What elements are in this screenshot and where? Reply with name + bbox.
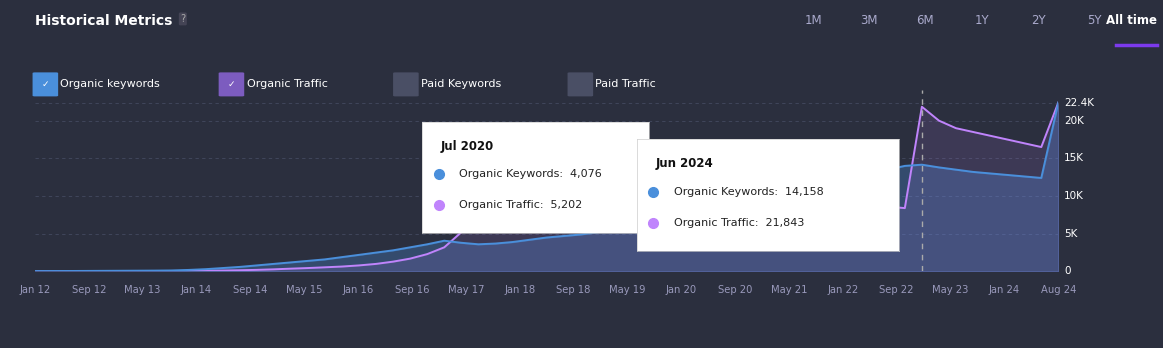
Text: 0: 0 <box>1064 267 1071 276</box>
Text: Aug 24: Aug 24 <box>1041 285 1076 295</box>
Text: Jan 20: Jan 20 <box>665 285 697 295</box>
Text: Jan 16: Jan 16 <box>342 285 373 295</box>
Text: Jan 14: Jan 14 <box>181 285 212 295</box>
Text: Jan 18: Jan 18 <box>504 285 535 295</box>
Text: Organic Traffic: Organic Traffic <box>247 79 328 88</box>
Text: Sep 18: Sep 18 <box>556 285 591 295</box>
Text: Jan 24: Jan 24 <box>989 285 1020 295</box>
Text: Paid Traffic: Paid Traffic <box>595 79 656 88</box>
Text: May 15: May 15 <box>286 285 322 295</box>
Text: Jan 22: Jan 22 <box>827 285 858 295</box>
Text: Jan 12: Jan 12 <box>20 285 50 295</box>
Text: Organic Traffic:  21,843: Organic Traffic: 21,843 <box>675 218 805 228</box>
Text: Organic Keywords:  14,158: Organic Keywords: 14,158 <box>675 187 823 197</box>
Text: ✓: ✓ <box>42 80 49 89</box>
Text: 1Y: 1Y <box>975 14 990 27</box>
Text: 5K: 5K <box>1064 229 1078 239</box>
Text: ?: ? <box>180 14 185 24</box>
Text: 6M: 6M <box>916 14 934 27</box>
Text: 1M: 1M <box>805 14 822 27</box>
Text: May 21: May 21 <box>771 285 807 295</box>
Text: Jun 2024: Jun 2024 <box>656 157 713 170</box>
Text: Sep 20: Sep 20 <box>718 285 752 295</box>
Text: May 19: May 19 <box>609 285 645 295</box>
Text: Sep 12: Sep 12 <box>71 285 106 295</box>
Text: All time: All time <box>1106 14 1157 27</box>
Text: Organic Traffic:  5,202: Organic Traffic: 5,202 <box>458 200 582 210</box>
Text: Sep 14: Sep 14 <box>233 285 267 295</box>
Text: 3M: 3M <box>861 14 878 27</box>
Text: 22.4K: 22.4K <box>1064 97 1094 108</box>
Text: 10K: 10K <box>1064 191 1084 201</box>
Text: Jul 2020: Jul 2020 <box>441 140 494 153</box>
Text: Historical Metrics: Historical Metrics <box>35 14 172 28</box>
Text: 5Y: 5Y <box>1087 14 1101 27</box>
Text: Organic Keywords:  4,076: Organic Keywords: 4,076 <box>458 169 601 179</box>
Text: 2Y: 2Y <box>1030 14 1046 27</box>
Text: May 17: May 17 <box>448 285 484 295</box>
Text: 15K: 15K <box>1064 153 1084 163</box>
Text: May 13: May 13 <box>124 285 160 295</box>
Text: May 23: May 23 <box>933 285 969 295</box>
Text: Paid Keywords: Paid Keywords <box>421 79 501 88</box>
Text: Sep 16: Sep 16 <box>394 285 429 295</box>
Text: Sep 22: Sep 22 <box>879 285 914 295</box>
Text: ✓: ✓ <box>228 80 235 89</box>
Text: Organic keywords: Organic keywords <box>60 79 160 88</box>
Text: 20K: 20K <box>1064 116 1084 126</box>
